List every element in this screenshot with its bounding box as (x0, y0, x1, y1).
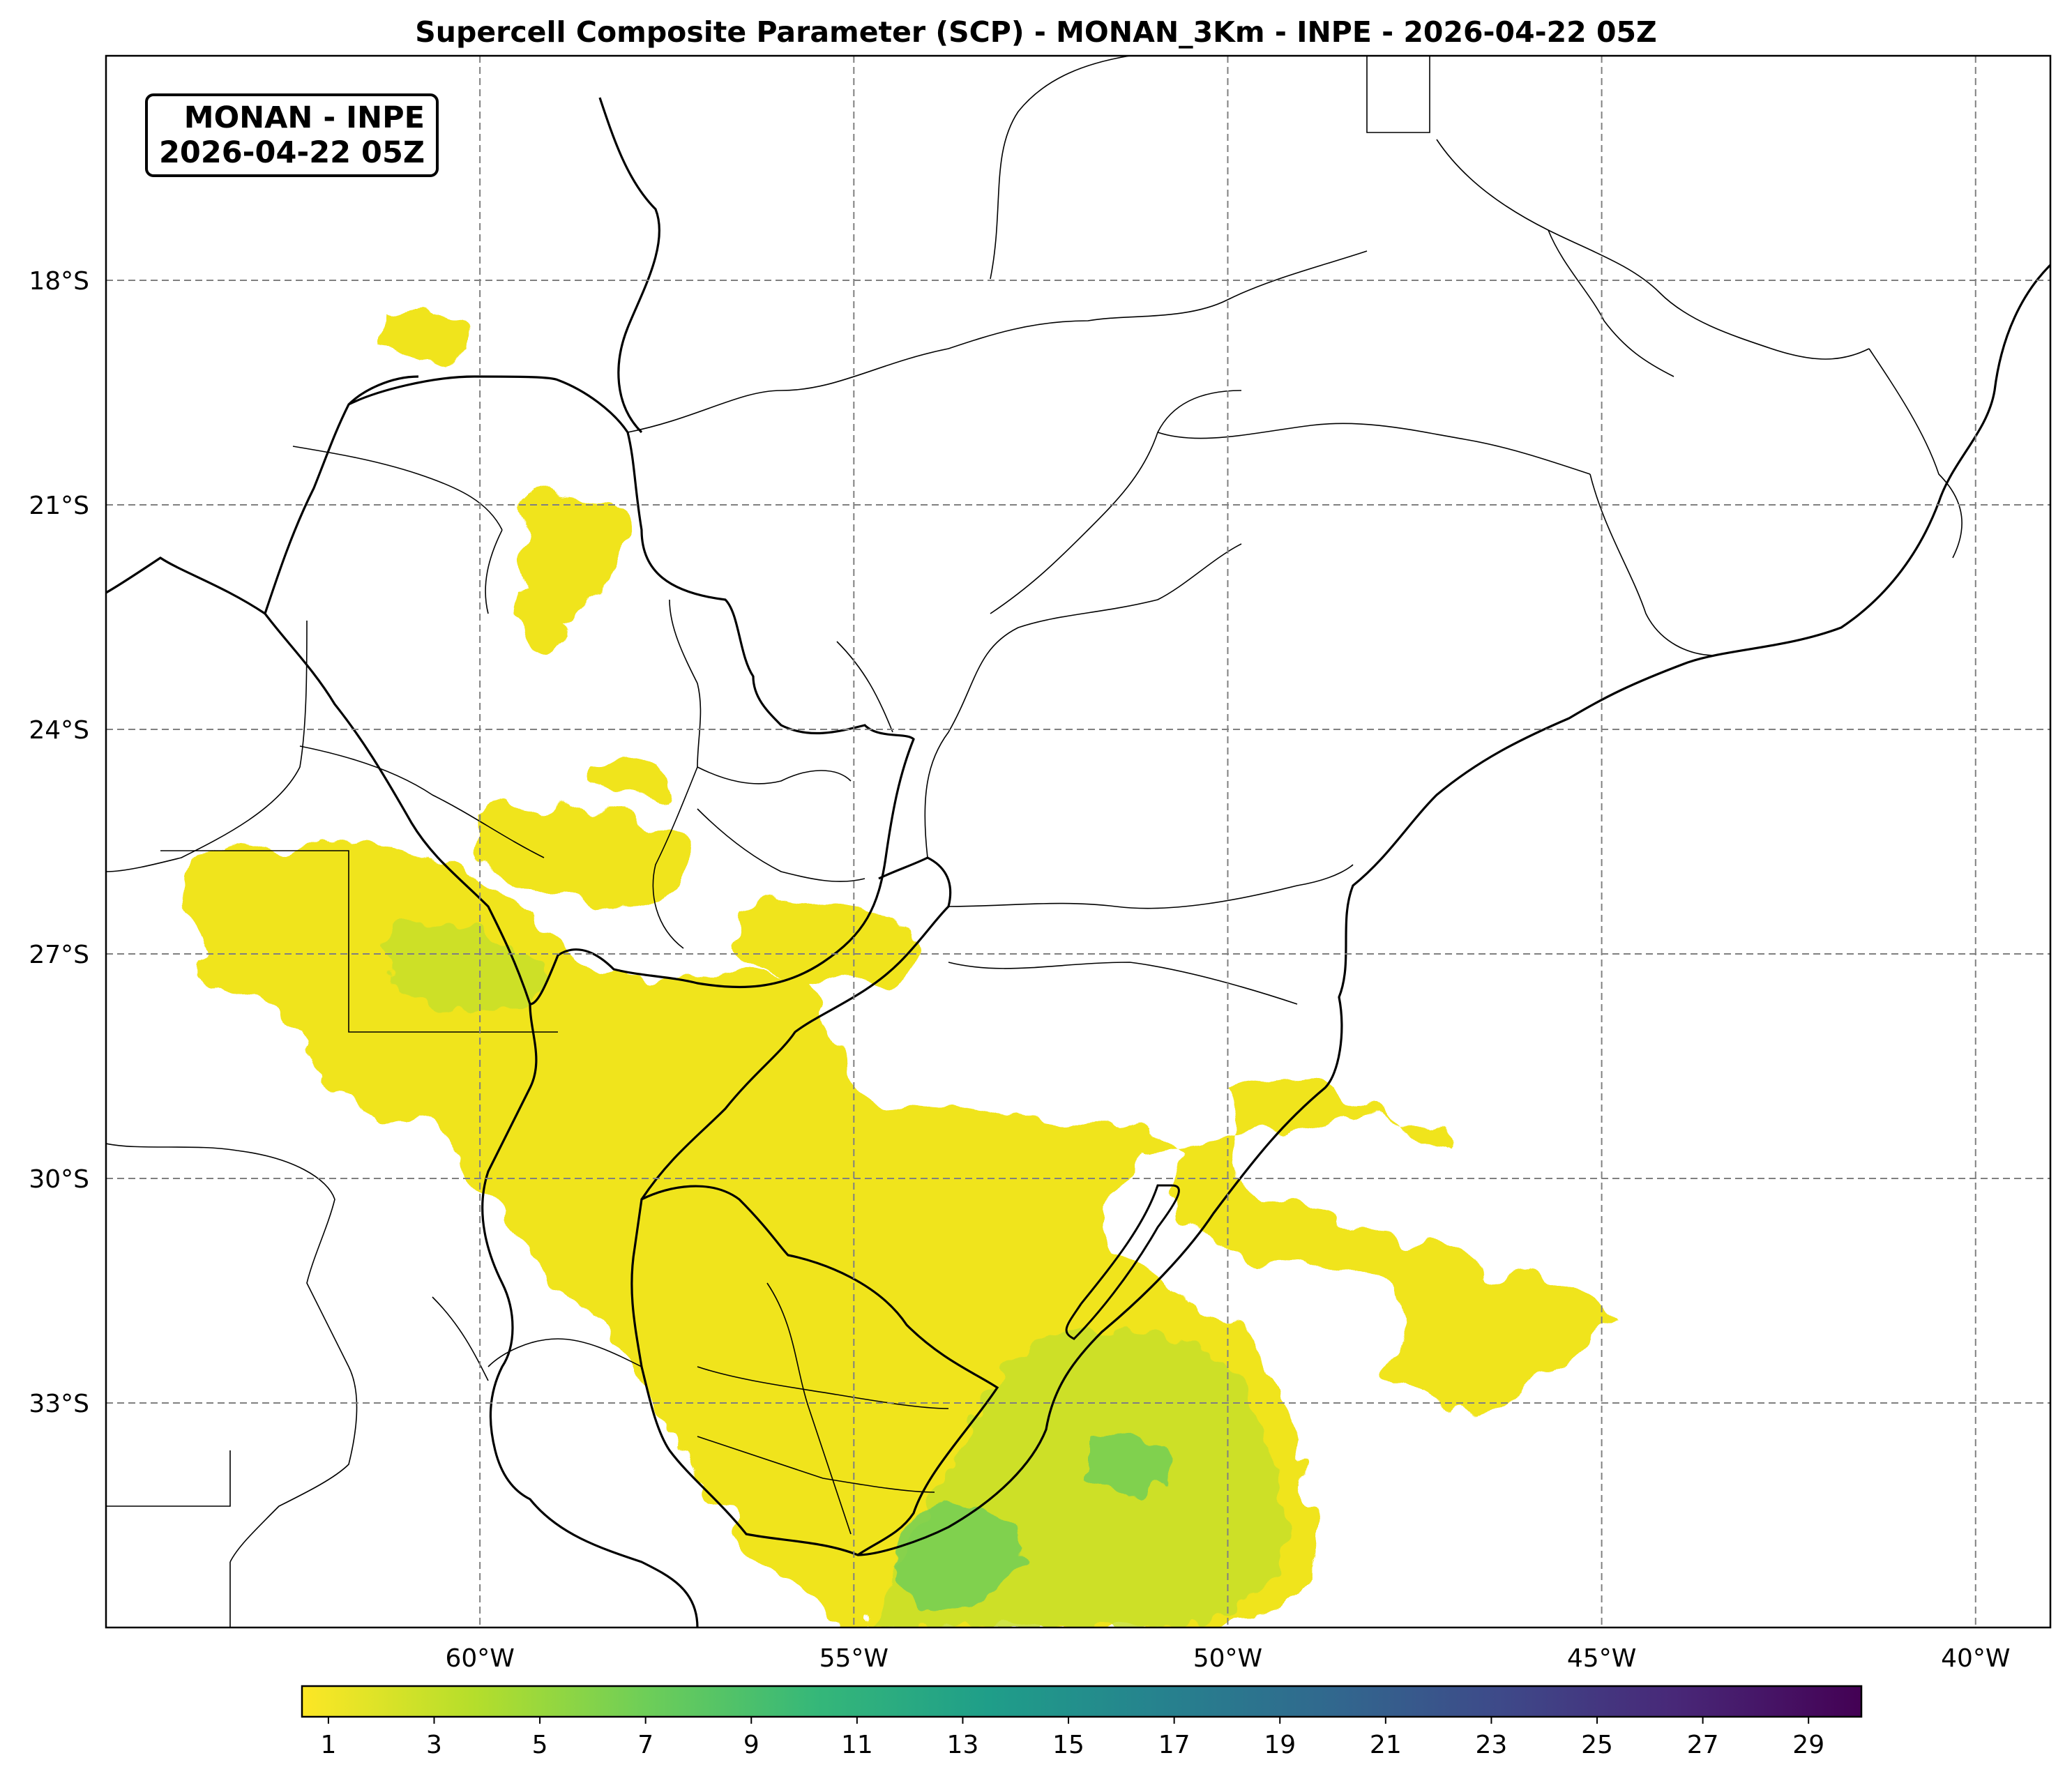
colorbar-tick-label: 13 (947, 1731, 979, 1759)
colorbar-tick-label: 23 (1476, 1731, 1508, 1759)
colorbar-tick-label: 7 (637, 1731, 653, 1759)
colorbar-tick-label: 21 (1370, 1731, 1402, 1759)
colorbar-tick-label: 19 (1264, 1731, 1296, 1759)
colorbar-ticks: 1 3 5 7 9 11 13 15 17 19 21 23 25 27 29 (320, 1717, 1824, 1759)
colorbar-tick-label: 27 (1687, 1731, 1719, 1759)
colorbar-tick-label: 17 (1158, 1731, 1190, 1759)
colorbar-tick-label: 3 (426, 1731, 442, 1759)
chart-title: Supercell Composite Parameter (SCP) - MO… (415, 15, 1657, 49)
lon-axis: 60°W 55°W 50°W 45°W 40°W (445, 1644, 2010, 1673)
lat-tick-label: 27°S (29, 941, 89, 969)
badge-time: 2026-04-22 05Z (159, 135, 425, 170)
scp-field (182, 312, 1611, 1628)
lon-tick-label: 50°W (1193, 1644, 1262, 1673)
colorbar-tick-label: 11 (841, 1731, 873, 1759)
colorbar-tick-label: 29 (1792, 1731, 1824, 1759)
lat-tick-label: 24°S (29, 716, 89, 745)
lat-tick-label: 33°S (29, 1390, 89, 1418)
lon-tick-label: 60°W (445, 1644, 514, 1673)
colorbar-tick-label: 25 (1581, 1731, 1613, 1759)
lon-tick-label: 45°W (1567, 1644, 1636, 1673)
colorbar-tick-label: 9 (743, 1731, 759, 1759)
lat-tick-label: 30°S (29, 1165, 89, 1194)
colorbar-tick-label: 1 (320, 1731, 336, 1759)
gridlines (106, 56, 2050, 1628)
map-frame (105, 54, 2052, 1629)
badge-model: MONAN - INPE (183, 100, 425, 135)
model-badge: MONAN - INPE 2026-04-22 05Z (145, 93, 439, 177)
lon-tick-label: 40°W (1941, 1644, 2010, 1673)
lat-tick-label: 21°S (29, 492, 89, 520)
lon-tick-label: 55°W (819, 1644, 888, 1673)
colorbar-tick-label: 5 (532, 1731, 548, 1759)
colorbar-tick-label: 15 (1052, 1731, 1084, 1759)
lat-tick-label: 18°S (29, 267, 89, 296)
lat-axis: 18°S 21°S 24°S 27°S 30°S 33°S (29, 267, 89, 1418)
borders (106, 56, 2050, 1628)
colorbar (301, 1685, 1863, 1718)
